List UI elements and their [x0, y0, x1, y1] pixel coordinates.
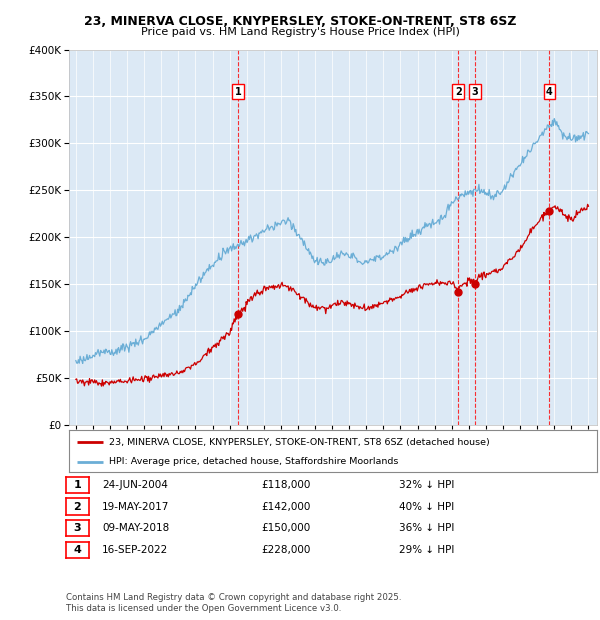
Text: 09-MAY-2018: 09-MAY-2018	[102, 523, 169, 533]
Text: £228,000: £228,000	[261, 545, 310, 555]
Text: 40% ↓ HPI: 40% ↓ HPI	[399, 502, 454, 512]
Text: 23, MINERVA CLOSE, KNYPERSLEY, STOKE-ON-TRENT, ST8 6SZ (detached house): 23, MINERVA CLOSE, KNYPERSLEY, STOKE-ON-…	[109, 438, 490, 446]
Text: 24-JUN-2004: 24-JUN-2004	[102, 480, 168, 490]
Text: 32% ↓ HPI: 32% ↓ HPI	[399, 480, 454, 490]
Text: £118,000: £118,000	[261, 480, 310, 490]
Text: 16-SEP-2022: 16-SEP-2022	[102, 545, 168, 555]
Text: 1: 1	[74, 480, 81, 490]
Text: HPI: Average price, detached house, Staffordshire Moorlands: HPI: Average price, detached house, Staf…	[109, 458, 398, 466]
Text: 2: 2	[455, 87, 461, 97]
Text: 29% ↓ HPI: 29% ↓ HPI	[399, 545, 454, 555]
Text: 4: 4	[73, 545, 82, 555]
Text: 19-MAY-2017: 19-MAY-2017	[102, 502, 169, 512]
Text: Price paid vs. HM Land Registry's House Price Index (HPI): Price paid vs. HM Land Registry's House …	[140, 27, 460, 37]
Text: 1: 1	[235, 87, 241, 97]
Text: 3: 3	[472, 87, 478, 97]
Text: 3: 3	[74, 523, 81, 533]
Text: 36% ↓ HPI: 36% ↓ HPI	[399, 523, 454, 533]
Text: £150,000: £150,000	[261, 523, 310, 533]
Text: 23, MINERVA CLOSE, KNYPERSLEY, STOKE-ON-TRENT, ST8 6SZ: 23, MINERVA CLOSE, KNYPERSLEY, STOKE-ON-…	[84, 16, 516, 28]
Text: 2: 2	[74, 502, 81, 512]
Text: Contains HM Land Registry data © Crown copyright and database right 2025.
This d: Contains HM Land Registry data © Crown c…	[66, 593, 401, 613]
Text: £142,000: £142,000	[261, 502, 310, 512]
Text: 4: 4	[546, 87, 553, 97]
